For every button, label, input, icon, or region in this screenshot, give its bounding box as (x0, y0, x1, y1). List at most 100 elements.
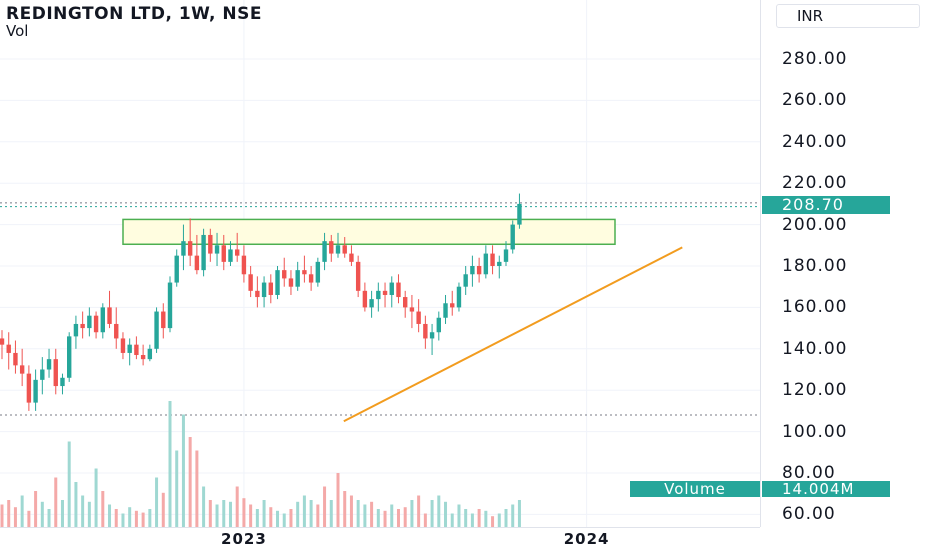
candle (60, 373, 65, 395)
volume-bar (437, 495, 441, 527)
candle-body (201, 234, 206, 271)
candle (423, 315, 428, 349)
price-chart[interactable] (0, 0, 760, 527)
price-tick-label: 160.00 (782, 297, 848, 318)
volume-bar (134, 510, 138, 527)
volume-bar (7, 500, 11, 527)
candle (450, 290, 455, 316)
volume-bar (168, 401, 172, 527)
volume-indicator-label[interactable]: Vol (6, 22, 29, 40)
candle-body (463, 274, 468, 287)
candle-body (53, 359, 58, 387)
candle (0, 330, 5, 360)
volume-bar (470, 513, 474, 527)
candle (335, 232, 341, 258)
candle (93, 311, 99, 339)
candle-body (194, 255, 200, 271)
candle (100, 303, 105, 339)
price-axis[interactable] (760, 0, 932, 527)
volume-bar (108, 504, 112, 527)
candle (456, 282, 462, 312)
candle (13, 340, 18, 374)
chart-title: REDINGTON LTD, 1W, NSE (6, 4, 262, 24)
volume-bar (215, 504, 219, 527)
candle-body (429, 332, 435, 339)
candle-body (221, 245, 226, 262)
volume-bar (430, 500, 434, 527)
candle-body (161, 311, 166, 329)
trendline[interactable] (343, 246, 683, 423)
volume-bar (249, 504, 253, 527)
volume-bar (155, 477, 159, 527)
candle (147, 344, 153, 362)
volume-bar (410, 500, 414, 527)
price-tick-label: 140.00 (782, 338, 848, 359)
volume-bar (329, 500, 333, 527)
candle (268, 274, 273, 304)
horizontal-levels (0, 202, 760, 416)
candle (134, 336, 139, 360)
volume-bar (175, 450, 179, 527)
volume-bar (40, 501, 44, 527)
volume-bar (383, 510, 387, 527)
time-axis[interactable] (0, 527, 760, 550)
candle-body (396, 282, 401, 298)
candle (120, 332, 126, 360)
volume-bar (417, 495, 421, 527)
candle-body (382, 290, 388, 295)
volume-bar (128, 507, 132, 527)
candle-body (456, 286, 462, 308)
candle (349, 245, 354, 266)
candle (429, 323, 435, 356)
volume-bar (282, 513, 286, 527)
price-tick-label: 100.00 (782, 421, 848, 442)
candle (255, 276, 260, 308)
candle (73, 315, 79, 349)
candle (107, 290, 112, 329)
candle-body (342, 245, 347, 254)
candle (483, 245, 489, 279)
volume-bar (148, 509, 152, 527)
time-label-2024: 2024 (563, 530, 610, 548)
candle-body (335, 245, 341, 254)
candle (221, 234, 226, 271)
volume-bar (87, 501, 91, 527)
volume-bar (235, 486, 239, 527)
candle (181, 224, 186, 271)
volume-bar (464, 509, 468, 527)
price-tick-label: 60.00 (782, 504, 836, 525)
price-tick-label: 120.00 (782, 380, 848, 401)
volume-bar (20, 495, 24, 527)
candle-body (476, 266, 482, 275)
volume-bar (202, 486, 206, 527)
volume-bar (370, 501, 374, 527)
candle-body (282, 270, 287, 279)
candle (329, 234, 334, 262)
volume-bar (477, 509, 481, 527)
candle-body (322, 241, 327, 262)
candle (517, 193, 522, 229)
volume-bar (54, 477, 58, 527)
volume-bar (121, 513, 125, 527)
volume-bar (13, 507, 17, 527)
volume-bar (444, 501, 448, 527)
candle (308, 266, 314, 291)
candle-body (275, 270, 280, 295)
candle (214, 232, 220, 266)
volume-bar (491, 516, 495, 527)
volume-bar (517, 500, 521, 527)
volume-bar (114, 509, 118, 527)
candle-body (80, 323, 85, 329)
candle-body (140, 355, 146, 360)
candle-body (389, 282, 394, 295)
candle-body (114, 323, 119, 339)
candle (67, 332, 72, 382)
candle (201, 228, 206, 277)
volume-bar (195, 450, 199, 527)
candle-body (93, 315, 99, 333)
currency-selector[interactable]: INR (776, 4, 920, 28)
candle (87, 307, 92, 337)
candle (510, 220, 515, 254)
volume-bar (222, 500, 226, 527)
volume-bar (403, 507, 407, 527)
